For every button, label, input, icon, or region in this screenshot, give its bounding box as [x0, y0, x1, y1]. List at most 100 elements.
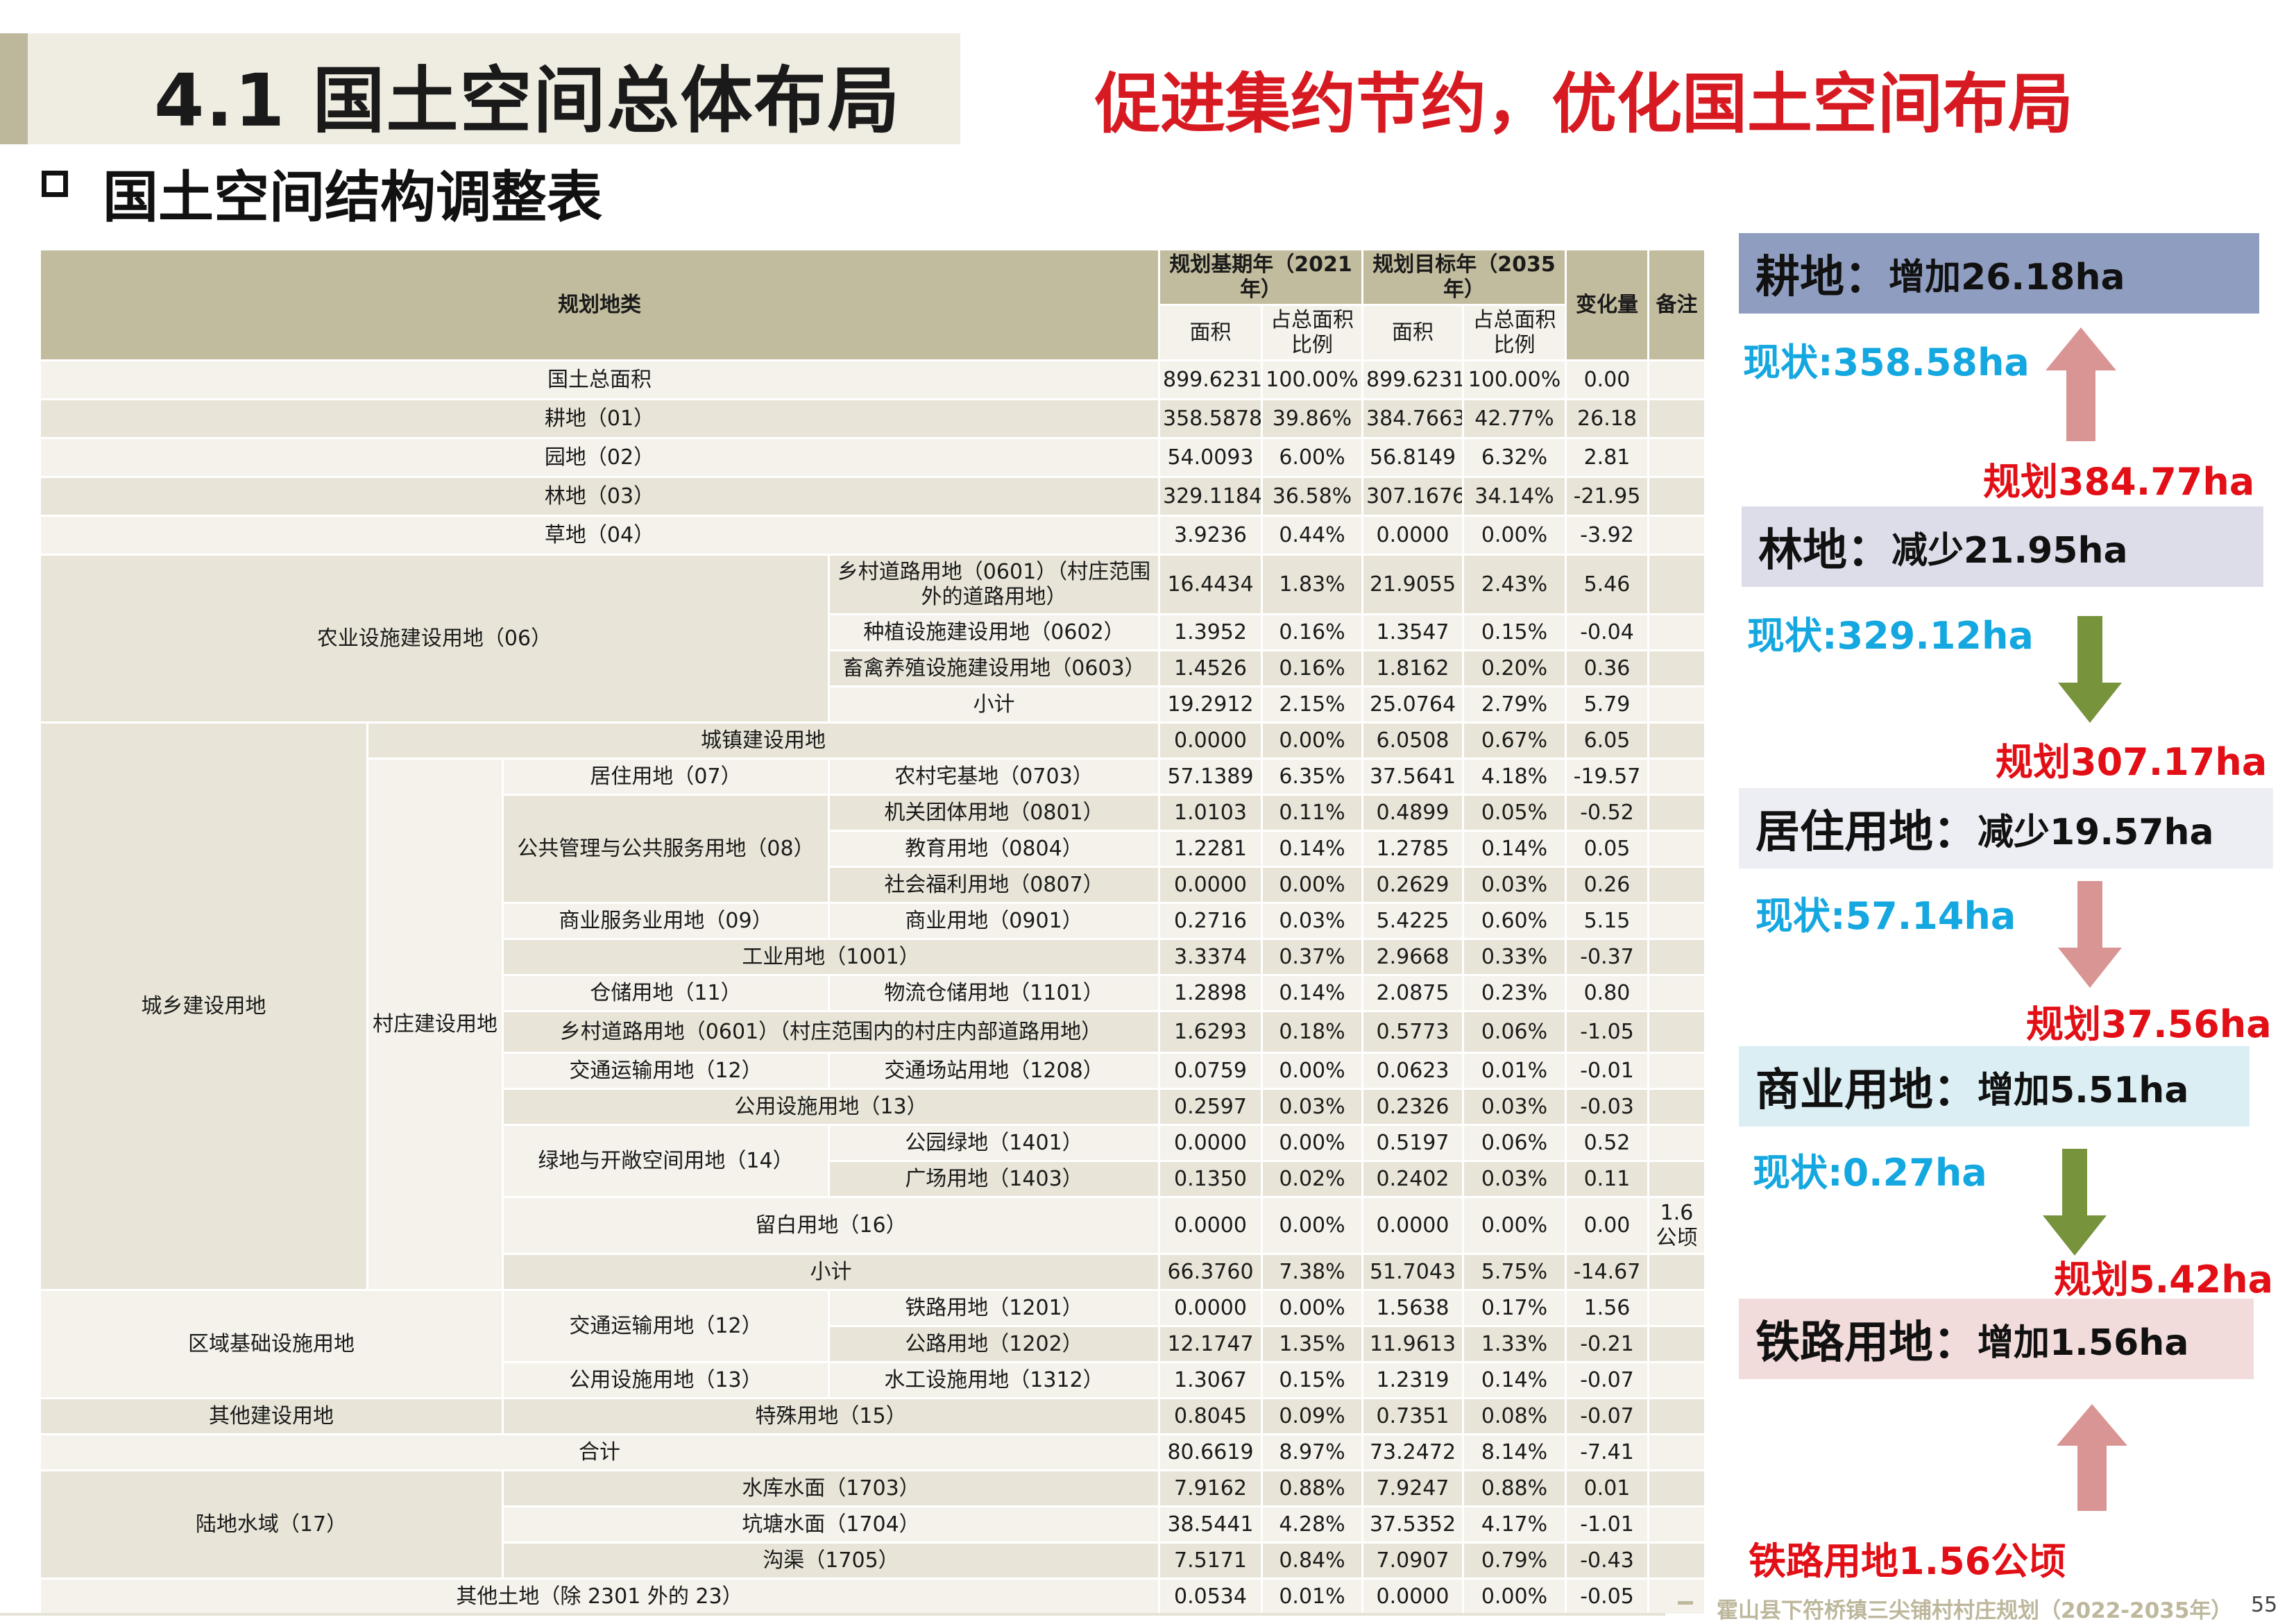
table-cell: 5.75%	[1462, 1253, 1567, 1291]
table-cell: 其他土地（除 2301 外的 23）	[39, 1578, 1160, 1616]
table-cell: 1.3547	[1361, 613, 1464, 651]
table-cell	[1647, 902, 1706, 940]
table-cell: 7.38%	[1261, 1253, 1363, 1291]
table-cell: 0.67%	[1462, 721, 1567, 760]
table-cell: 0.0534	[1158, 1578, 1263, 1616]
table-cell: 2.9668	[1361, 938, 1464, 976]
table-cell: 0.00%	[1261, 1289, 1363, 1327]
table-cell: 54.0093	[1158, 437, 1263, 478]
title-accent-bar	[0, 33, 28, 144]
table-cell	[1647, 437, 1706, 478]
table-cell: 2.79%	[1462, 685, 1567, 724]
table-cell: 林地（03）	[39, 476, 1160, 517]
table-cell: 0.0000	[1361, 515, 1464, 556]
table-cell: 57.1389	[1158, 758, 1263, 796]
table-cell: 0.23%	[1462, 974, 1567, 1012]
table-cell: 0.03%	[1462, 1160, 1567, 1198]
table-cell: -0.03	[1565, 1088, 1649, 1126]
table-cell: 0.80	[1565, 974, 1649, 1012]
table-cell: 居住用地（07）	[502, 758, 830, 796]
page-title: 4.1 国土空间总体布局	[154, 58, 901, 143]
table-cell: 1.6293	[1158, 1010, 1263, 1054]
table-cell	[1647, 938, 1706, 976]
summary-card-residential: 居住用地 ： 减少19.57ha	[1739, 788, 2273, 869]
table-cell: -0.21	[1565, 1325, 1649, 1363]
table-cell: -0.01	[1565, 1052, 1649, 1090]
table-cell: 0.2326	[1361, 1088, 1464, 1126]
table-cell: 8.97%	[1261, 1433, 1363, 1471]
table-cell: 0.11%	[1261, 794, 1363, 832]
header-target-year: 规划目标年（2035年）	[1361, 248, 1567, 306]
table-cell: 0.05%	[1462, 794, 1567, 832]
table-cell: 358.5878	[1158, 398, 1263, 439]
table-cell: 26.18	[1565, 398, 1649, 439]
table-row: 耕地（01） 358.5878 39.86% 384.7663 42.77% 2…	[39, 398, 1706, 439]
table-cell: 0.7351	[1361, 1397, 1464, 1435]
table-cell: 公路用地（1202）	[828, 1325, 1160, 1363]
table-cell: 0.5773	[1361, 1010, 1464, 1054]
table-row: 国土总面积 899.6231 100.00% 899.6231 100.00% …	[39, 359, 1706, 400]
table-cell: 6.35%	[1261, 758, 1363, 796]
table-cell	[1647, 515, 1706, 556]
table-cell: 80.6619	[1158, 1433, 1263, 1471]
table-cell: 38.5441	[1158, 1505, 1263, 1544]
table-row: 广场用地（1403） 0.1350 0.02% 0.2402 0.03% 0.1…	[40, 1160, 1706, 1198]
table-cell: 0.36	[1565, 649, 1649, 687]
table-row: 公用设施用地（13） 水工设施用地（1312） 1.3067 0.15% 1.2…	[40, 1361, 1706, 1399]
table-cell: 0.00	[1565, 1196, 1649, 1255]
table-cell: 0.15%	[1261, 1361, 1363, 1399]
table-cell: 1.83%	[1261, 554, 1363, 615]
table-cell: 草地（04）	[39, 515, 1160, 556]
table-cell: 0.00%	[1462, 515, 1567, 556]
table-cell: 12.1747	[1158, 1325, 1263, 1363]
table-row: 种植设施建设用地（0602） 1.3952 0.16% 1.3547 0.15%…	[40, 613, 1706, 651]
table-cell: 51.7043	[1361, 1253, 1464, 1291]
summary-plan-railway: 铁路用地1.56公顷	[1749, 1539, 2066, 1583]
table-cell: 铁路用地（1201）	[828, 1289, 1160, 1327]
table-cell: 0.0000	[1361, 1196, 1464, 1255]
summary-plan-commercial: 规划5.42ha	[2054, 1258, 2274, 1301]
table-cell	[1647, 554, 1706, 615]
table-row: 陆地水域（17） 水库水面（1703） 7.9162 0.88% 7.9247 …	[39, 1469, 1706, 1580]
table-cell: 5.79	[1565, 685, 1649, 724]
table-row: 坑塘水面（1704） 38.5441 4.28% 37.5352 4.17% -…	[40, 1505, 1706, 1544]
table-cell: 39.86%	[1261, 398, 1363, 439]
table-cell: 0.00%	[1261, 1124, 1363, 1162]
table-cell: 37.5641	[1361, 758, 1464, 796]
table-cell: 小计	[502, 1253, 1160, 1291]
table-cell: -21.95	[1565, 476, 1649, 517]
summary-card-railway: 铁路用地 ： 增加1.56ha	[1739, 1299, 2254, 1379]
section-title: 国土空间结构调整表	[103, 165, 602, 230]
table-cell: 畜禽养殖设施建设用地（0603）	[828, 649, 1160, 687]
page-slogan: 促进集约节约，优化国土空间布局	[1095, 67, 2074, 142]
summary-name: 铁路用地	[1755, 1317, 1933, 1369]
table-cell: 1.5638	[1361, 1289, 1464, 1327]
table-row: 交通运输用地（12） 交通场站用地（1208） 0.0759 0.00% 0.0…	[40, 1052, 1706, 1090]
header-base-year: 规划基期年（2021年）	[1158, 248, 1363, 306]
table-row: 乡村道路用地（0601）（村庄范围内的村庄内部道路用地） 1.6293 0.18…	[40, 1010, 1706, 1054]
table-cell: 0.03%	[1462, 866, 1567, 904]
arrow-down-icon	[2058, 616, 2122, 723]
table-row: 其他土地（除 2301 外的 23） 0.0534 0.01% 0.0000 0…	[39, 1578, 1706, 1616]
table-row: 商业服务业用地（09） 商业用地（0901） 0.2716 0.03% 5.42…	[40, 902, 1706, 940]
header-category: 规划地类	[39, 248, 1160, 361]
table-cell: 0.0000	[1158, 1124, 1263, 1162]
summary-card-commercial: 商业用地 ： 增加5.51ha	[1739, 1046, 2250, 1127]
table-cell: 园地（02）	[39, 437, 1160, 478]
table-cell: 0.11	[1565, 1160, 1649, 1198]
table-cell: 25.0764	[1361, 685, 1464, 724]
table-cell: 乡村道路用地（0601）（村庄范围内的村庄内部道路用地）	[502, 1010, 1160, 1054]
table-cell: -0.04	[1565, 613, 1649, 651]
table-cell	[1647, 398, 1706, 439]
table-cell: 1.33%	[1462, 1325, 1567, 1363]
group-land-water: 陆地水域（17）	[39, 1469, 504, 1580]
table-cell: 0.0000	[1158, 1196, 1263, 1255]
summary-change: 减少19.57ha	[1978, 811, 2214, 853]
summary-plan-forest: 规划307.17ha	[1996, 740, 2268, 784]
table-cell: 1.2898	[1158, 974, 1263, 1012]
table-cell: 0.08%	[1462, 1397, 1567, 1435]
table-cell: 0.88%	[1261, 1469, 1363, 1507]
table-cell: -3.92	[1565, 515, 1649, 556]
table-row: 教育用地（0804） 1.2281 0.14% 1.2785 0.14% 0.0…	[40, 830, 1706, 868]
group-urban-rural: 城乡建设用地	[39, 721, 368, 1291]
